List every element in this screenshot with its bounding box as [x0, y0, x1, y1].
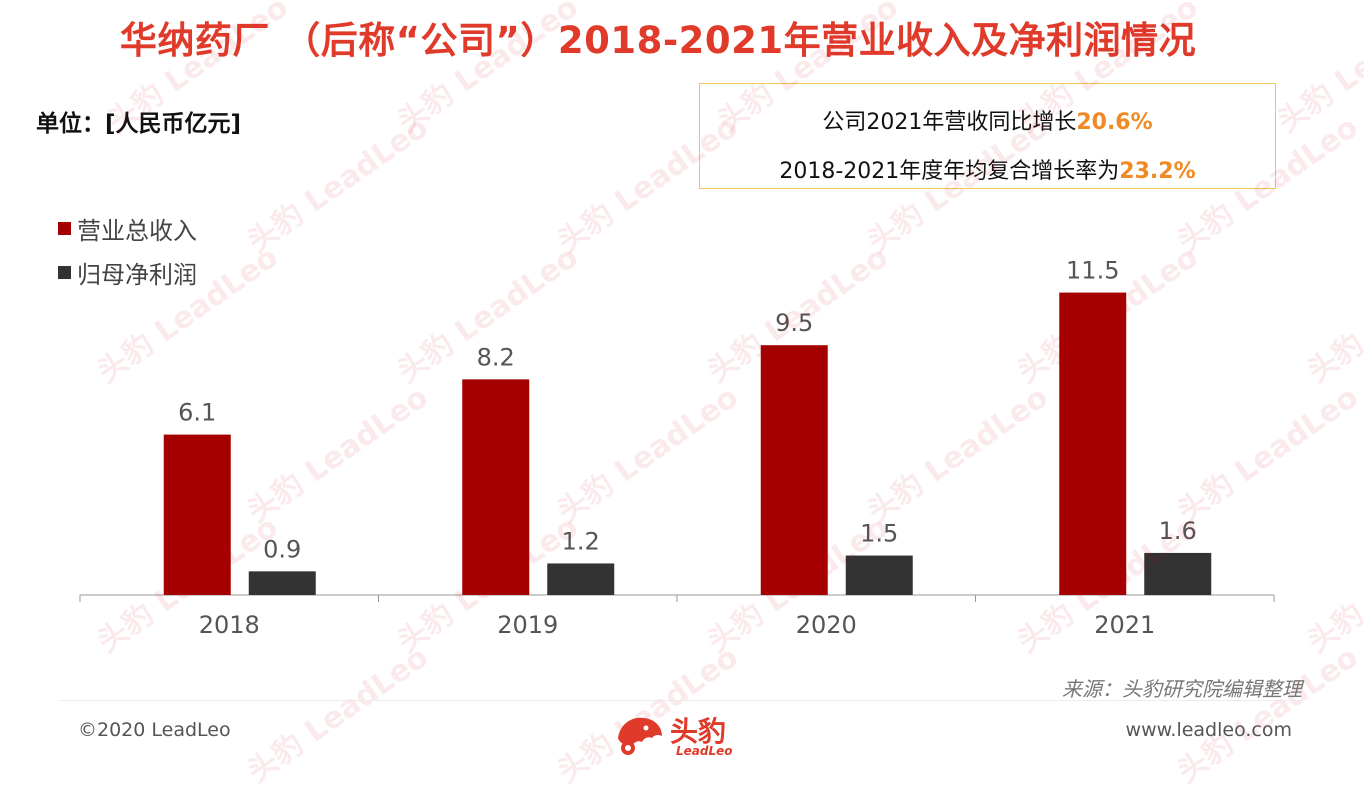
footer-divider	[60, 700, 1304, 701]
data-label-net-profit-2019: 1.2	[562, 527, 600, 555]
callout-line-2-text: 2018-2021年度年均复合增长率为	[779, 159, 1120, 184]
legend-item-net-profit: 归母净利润	[58, 255, 197, 290]
data-label-net-profit-2020: 1.5	[860, 520, 898, 548]
bar-net-profit-2020	[845, 555, 913, 595]
data-label-revenue-2018: 6.1	[178, 399, 216, 427]
legend-label-net-profit: 归母净利润	[77, 261, 197, 289]
legend-label-revenue: 营业总收入	[77, 217, 197, 245]
data-label-net-profit-2021: 1.6	[1159, 517, 1197, 545]
x-tick-label-2018: 2018	[199, 611, 260, 639]
bar-revenue-2019	[462, 379, 530, 595]
source-note: 来源：头豹研究院编辑整理	[1062, 677, 1302, 701]
logo-subtext: LeadLeo	[676, 744, 733, 758]
bar-net-profit-2021	[1144, 552, 1212, 595]
unit-label: 单位：[人民币亿元]	[36, 111, 242, 137]
x-tick-label-2019: 2019	[497, 611, 558, 639]
callout-line-1-value: 20.6%	[1076, 110, 1153, 135]
bar-net-profit-2018	[248, 571, 316, 595]
data-label-revenue-2020: 9.5	[775, 309, 813, 337]
callout-line-1: 公司2021年营收同比增长20.6%	[700, 104, 1275, 136]
data-label-net-profit-2018: 0.9	[263, 535, 301, 563]
bar-net-profit-2019	[547, 563, 615, 595]
x-tick-label-2020: 2020	[796, 611, 857, 639]
x-tick-label-2021: 2021	[1094, 611, 1155, 639]
bar-revenue-2018	[163, 434, 231, 595]
highlight-callout: 公司2021年营收同比增长20.6% 2018-2021年度年均复合增长率为23…	[699, 83, 1276, 189]
leopard-logo-icon	[618, 717, 662, 755]
callout-line-2: 2018-2021年度年均复合增长率为23.2%	[700, 153, 1275, 185]
data-label-revenue-2021: 11.5	[1066, 257, 1119, 285]
bar-chart: 6.1 0.9 2018 8.2 1.2 2019 9.5 1.5 2020 11.5 1.6 202…	[79, 257, 1275, 639]
data-label-revenue-2019: 8.2	[477, 343, 515, 371]
callout-line-1-text: 公司2021年营收同比增长	[822, 110, 1077, 135]
legend-item-revenue: 营业总收入	[58, 211, 197, 246]
bar-revenue-2020	[760, 345, 828, 595]
callout-line-2-value: 23.2%	[1119, 159, 1196, 184]
page-title: 华纳药厂 （后称“公司”）2018-2021年营业收入及净利润情况	[119, 19, 1197, 62]
bar-revenue-2021	[1059, 292, 1127, 595]
logo-text: 头豹	[670, 715, 727, 748]
copyright-text: ©2020 LeadLeo	[78, 719, 231, 741]
website-url: www.leadleo.com	[1125, 719, 1292, 741]
legend-swatch-net-profit	[58, 266, 71, 279]
leadleo-logo: 头豹 LeadLeo	[614, 708, 764, 760]
legend-swatch-revenue	[58, 222, 71, 235]
